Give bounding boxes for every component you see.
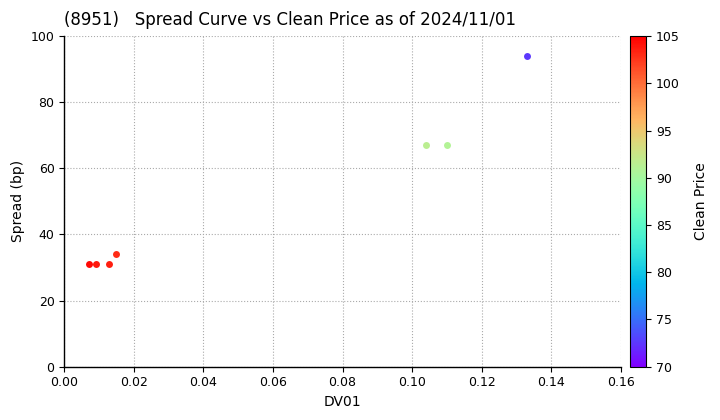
Y-axis label: Clean Price: Clean Price	[693, 163, 708, 240]
Point	[90, 261, 102, 268]
Point	[111, 251, 122, 257]
Point	[83, 261, 94, 268]
Y-axis label: Spread (bp): Spread (bp)	[11, 160, 25, 242]
X-axis label: DV01: DV01	[324, 395, 361, 409]
Point	[441, 142, 453, 149]
Point	[104, 261, 115, 268]
Point	[521, 52, 533, 59]
Point	[420, 142, 432, 149]
Text: (8951)   Spread Curve vs Clean Price as of 2024/11/01: (8951) Spread Curve vs Clean Price as of…	[64, 11, 516, 29]
